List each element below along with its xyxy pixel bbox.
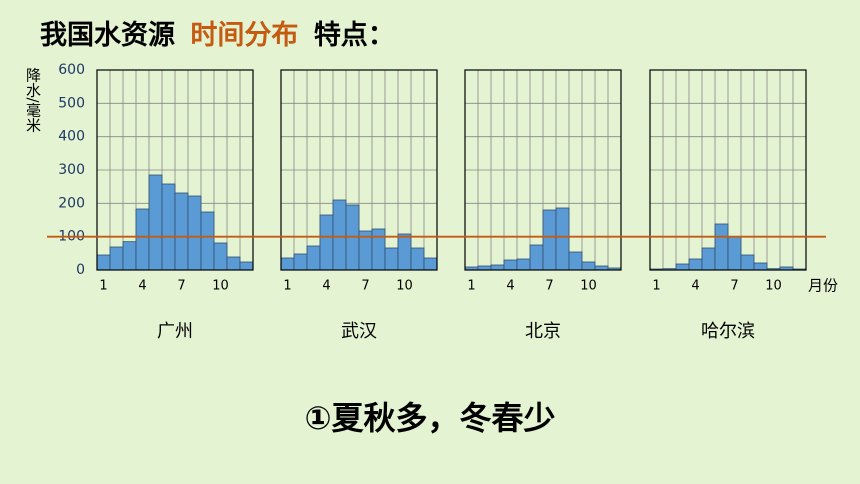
y-tick-label: 0 — [76, 262, 85, 278]
x-tick-label: 1 — [652, 279, 660, 294]
bar — [675, 263, 690, 271]
x-tick-label: 7 — [177, 279, 185, 294]
x-tick-label: 4 — [322, 279, 330, 294]
x-tick-label: 1 — [99, 279, 107, 294]
bar — [529, 244, 544, 271]
bar — [542, 209, 557, 271]
bar — [423, 257, 438, 271]
chart-title: 哈尔滨 — [701, 321, 755, 342]
bar — [397, 233, 412, 271]
slide-title: 我国水资源 时间分布 特点： — [40, 20, 395, 51]
bar — [135, 208, 150, 271]
x-tick-label: 10 — [396, 279, 413, 294]
y-tick-label: 500 — [58, 95, 85, 111]
bar — [688, 258, 703, 271]
bar — [161, 183, 176, 271]
bar — [477, 265, 492, 271]
bar — [306, 245, 321, 271]
bar — [226, 256, 241, 271]
x-tick-label: 10 — [765, 279, 782, 294]
bar — [148, 174, 163, 271]
bar — [384, 247, 399, 271]
x-tick-label: 10 — [212, 279, 229, 294]
bar — [239, 261, 254, 271]
bar — [410, 247, 425, 271]
y-tick-label: 600 — [58, 62, 85, 78]
y-tick-label: 400 — [58, 129, 85, 145]
x-axis-label: 月份 — [808, 277, 838, 295]
bar — [516, 258, 531, 271]
conclusion: ①夏秋多，冬春少 — [304, 399, 555, 437]
bar — [740, 254, 755, 271]
x-tick-label: 7 — [730, 279, 738, 294]
bar — [319, 214, 334, 271]
bar — [701, 247, 716, 271]
x-tick-label: 4 — [506, 279, 514, 294]
x-tick-label: 7 — [545, 279, 553, 294]
chart-title: 北京 — [525, 321, 561, 342]
bar — [109, 246, 124, 271]
bar — [122, 241, 137, 271]
chart-title: 广州 — [157, 321, 193, 342]
x-tick-label: 1 — [467, 279, 475, 294]
bar — [213, 242, 228, 271]
y-tick-label: 300 — [58, 162, 85, 178]
title-part: 时间分布 — [190, 20, 298, 51]
y-axis-label: 降水/毫米 — [24, 67, 42, 132]
bar — [594, 265, 609, 271]
x-tick-label: 7 — [361, 279, 369, 294]
x-tick-label: 10 — [580, 279, 597, 294]
bar — [727, 236, 742, 271]
plot-frame — [280, 69, 438, 271]
x-tick-label: 4 — [138, 279, 146, 294]
plot-frame — [464, 69, 622, 271]
bar — [371, 228, 386, 271]
x-tick-label: 4 — [691, 279, 699, 294]
x-tick-label: 1 — [283, 279, 291, 294]
bar — [568, 251, 583, 271]
bar — [503, 259, 518, 271]
bar — [174, 192, 189, 271]
bar — [581, 261, 596, 271]
bar — [490, 264, 505, 271]
bar — [714, 223, 729, 271]
title-part: 我国水资源 — [40, 20, 175, 51]
bar — [293, 253, 308, 271]
bar — [332, 199, 347, 271]
y-tick-label: 200 — [58, 195, 85, 211]
bar — [187, 195, 202, 271]
bar — [200, 211, 215, 271]
chart-title: 武汉 — [341, 321, 377, 342]
plot-frame — [649, 69, 807, 271]
bar — [555, 207, 570, 271]
bar — [96, 254, 111, 271]
bar — [280, 257, 295, 271]
plot-frame — [96, 69, 254, 271]
title-part: 特点： — [314, 20, 395, 51]
bar — [753, 262, 768, 271]
